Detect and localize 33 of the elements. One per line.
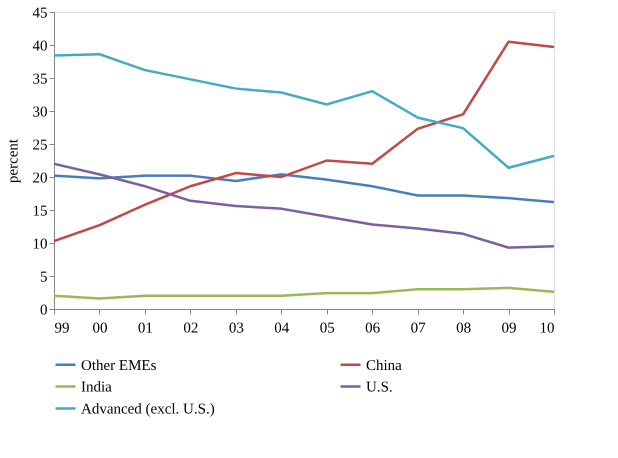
x-tick-label: 04	[274, 320, 290, 336]
x-tick-label: 01	[138, 320, 153, 336]
line-series	[52, 40, 556, 242]
y-tick-label: 35	[32, 72, 48, 88]
line-series	[52, 52, 556, 170]
x-tick-label: 99	[54, 320, 70, 336]
x-tick-label: 10	[540, 320, 554, 336]
legend-label: India	[81, 380, 112, 396]
line-series	[52, 173, 556, 204]
line-series	[52, 286, 556, 300]
y-tick-label: 15	[32, 204, 48, 220]
y-tick-label: 40	[32, 38, 48, 54]
x-tick-label: 08	[456, 320, 472, 336]
y-axis-title: percent	[6, 138, 22, 184]
x-tick-label: 03	[228, 320, 244, 336]
line-series	[52, 162, 556, 249]
x-tick-label: 09	[502, 320, 517, 336]
y-tick-label: 45	[32, 6, 48, 22]
x-tick-label: 05	[320, 320, 335, 336]
legend-label: U.S.	[366, 380, 393, 396]
y-tick-label: 20	[32, 170, 48, 186]
y-tick-label: 0	[40, 302, 48, 318]
legend-label: China	[366, 358, 402, 374]
y-tick-label: 25	[32, 138, 48, 154]
x-tick-label: 07	[410, 320, 426, 336]
y-tick-label: 5	[40, 270, 48, 286]
x-tick-label: 02	[183, 320, 198, 336]
x-tick-label: 06	[365, 320, 381, 336]
y-tick-label: 10	[32, 236, 48, 252]
legend-label: Other EMEs	[81, 358, 157, 374]
y-tick-label: 30	[32, 104, 48, 120]
legend-label: Advanced (excl. U.S.)	[81, 402, 215, 418]
x-tick-label: 00	[92, 320, 108, 336]
